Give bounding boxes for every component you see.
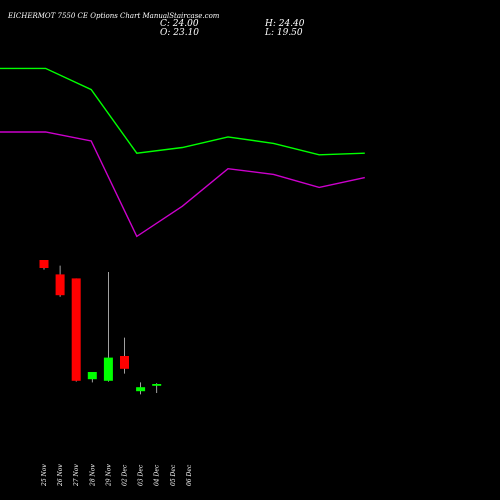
candle-body <box>71 278 81 381</box>
candle-body <box>55 274 65 296</box>
candle-body <box>103 357 113 381</box>
x-tick-label: 03 Dec <box>138 464 145 486</box>
candle-body <box>39 260 49 268</box>
candle-body <box>136 387 146 392</box>
x-tick-label: 04 Dec <box>154 464 161 486</box>
x-tick-label: 06 Dec <box>186 464 193 486</box>
high-value: H: 24.40 <box>265 19 305 29</box>
close-value: C: 24.00 <box>160 19 199 29</box>
open-value: O: 23.10 <box>160 28 200 38</box>
x-tick-label: 28 Nov <box>89 464 96 487</box>
candle-body <box>87 372 97 380</box>
upper-band-line <box>0 67 365 156</box>
lower-band-line <box>0 131 365 238</box>
x-tick-label: 26 Nov <box>57 464 64 487</box>
candle-body <box>152 384 162 386</box>
candle-body <box>120 356 129 369</box>
chart-title: EICHERMOT 7550 CE Options Chart ManualSt… <box>8 12 220 20</box>
x-tick-label: 25 Nov <box>41 464 48 487</box>
x-tick-label: 29 Nov <box>105 464 112 487</box>
low-value: L: 19.50 <box>265 28 303 38</box>
x-tick-label: 02 Dec <box>122 464 129 486</box>
x-tick-label: 27 Nov <box>73 464 80 487</box>
x-tick-label: 05 Dec <box>170 464 177 486</box>
